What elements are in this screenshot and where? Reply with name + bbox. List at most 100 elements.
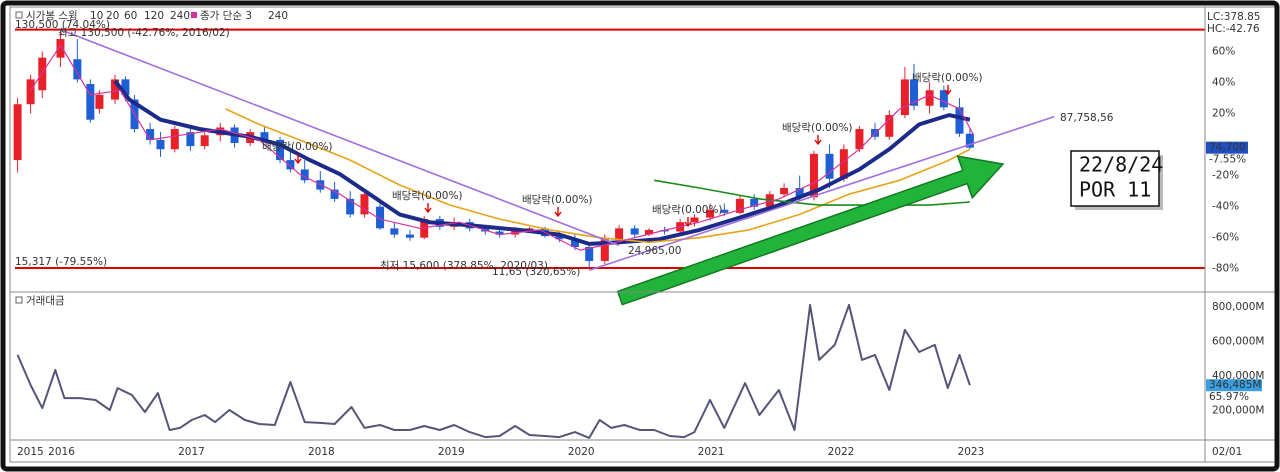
last-price-box — [1206, 141, 1248, 154]
y-tick-label: 20% — [1212, 108, 1235, 120]
annotation: 최고 130,500 (-42.76%, 2016/02) — [58, 27, 230, 39]
hc-label: HC:-42.76 — [1207, 23, 1260, 35]
candle-body — [965, 133, 974, 148]
candle-body — [156, 139, 165, 150]
moving-average — [30, 44, 975, 251]
candle-body — [839, 149, 848, 179]
candle-body — [276, 139, 285, 161]
annotation: 11,65 (320,65%) — [492, 266, 580, 278]
annotation: 15,317 (-79.55%) — [15, 256, 107, 268]
note-line: 22/8/24 — [1079, 153, 1163, 177]
candle-body — [735, 198, 744, 213]
marks-layer — [13, 28, 1205, 439]
candle-body — [405, 234, 414, 238]
candle-body — [95, 94, 104, 109]
last-volume-box — [1206, 379, 1262, 392]
dividend-label: 배당락(0.00%) — [392, 190, 463, 202]
moving-average — [654, 179, 970, 206]
legend-icon — [15, 296, 23, 304]
candle-body — [885, 115, 894, 137]
candle-body — [939, 90, 948, 108]
candle-body — [330, 189, 339, 199]
volume-line — [16, 303, 971, 439]
candle-body — [186, 132, 195, 147]
legend-icon — [15, 11, 23, 19]
candle-body — [955, 107, 964, 134]
last-volume-pct: 65.97% — [1209, 391, 1249, 403]
candle-body — [26, 79, 35, 105]
dividend-arrow — [944, 85, 952, 96]
note-line: POR 11 — [1079, 178, 1151, 202]
candle-body — [390, 228, 399, 235]
dividend-label: 배당락(0.00%) — [262, 141, 333, 153]
candle-body — [286, 160, 295, 170]
x-tick-label: 2017 — [178, 446, 205, 458]
candle-body — [121, 79, 130, 95]
candle-body — [86, 84, 95, 120]
legend-entry: 240 — [170, 10, 190, 22]
last-price-label: 74,700 — [1209, 142, 1246, 154]
legend-entry: 10 — [90, 10, 103, 22]
candle-body — [706, 209, 715, 218]
y-tick-label: 200,000M — [1212, 404, 1264, 416]
candle-body — [170, 129, 179, 150]
y-tick-label: 60% — [1212, 45, 1235, 57]
candle-body — [56, 39, 65, 58]
y-tick-label: -20% — [1212, 170, 1239, 182]
dividend-arrow — [554, 207, 562, 218]
annotation: 최저 15,600 (378.85%, 2020/03) — [380, 260, 548, 272]
candle-body — [13, 104, 22, 161]
legend-title: 시가봉 스윙 — [26, 10, 78, 22]
last-volume-label: 346,485M — [1209, 379, 1261, 391]
y-tick-label: 800,000M — [1212, 301, 1264, 313]
candle-body — [795, 188, 804, 198]
annotation: 24,965,00 — [628, 245, 681, 257]
y-tick-label: -40% — [1212, 201, 1239, 213]
dividend-label: 배당락(0.00%) — [912, 72, 983, 84]
y-tick-label: -80% — [1212, 263, 1239, 275]
legend-entry: 240 — [268, 10, 288, 22]
candle-body — [555, 236, 564, 240]
dividend-arrow — [424, 203, 432, 214]
x-tick-label: 2018 — [308, 446, 335, 458]
dividend-arrow — [814, 135, 822, 146]
candle-body — [600, 239, 609, 261]
x-tick-label: 2015 — [17, 446, 44, 458]
y-tick-label: -60% — [1212, 232, 1239, 244]
candle-body — [360, 194, 369, 215]
legend-entry: 종가 단순 3 — [200, 10, 252, 22]
candle-body — [750, 198, 759, 207]
candle-body — [780, 188, 789, 195]
annotation: 130,500 (74.04%) — [15, 19, 110, 31]
candle-body — [300, 169, 309, 181]
y-tick-label: 40% — [1212, 76, 1235, 88]
panel-title: 거래대금 — [26, 295, 65, 307]
x-tick-label: 2023 — [958, 446, 985, 458]
trend-line — [60, 28, 620, 247]
x-tick-label: 2020 — [568, 446, 595, 458]
y-tick-label: 600,000M — [1212, 335, 1264, 347]
moving-average — [113, 79, 971, 246]
candle-body — [200, 135, 209, 147]
dividend-arrow — [294, 154, 302, 165]
candle-body — [376, 206, 385, 229]
legend-entry: 60 — [124, 10, 137, 22]
dividend-arrow — [684, 217, 692, 228]
candle-body — [570, 239, 579, 247]
trend-arrow — [616, 155, 1005, 306]
candle-body — [260, 132, 269, 140]
candle-body — [720, 209, 729, 213]
candle-body — [111, 79, 120, 100]
candle-body — [73, 59, 82, 80]
y-tick-label: 400,000M — [1212, 370, 1264, 382]
candle-body — [630, 228, 639, 235]
candle-body — [855, 129, 864, 150]
x-tick-label: 2022 — [828, 446, 855, 458]
candle-body — [825, 153, 834, 179]
dividend-label: 배당락(0.00%) — [522, 194, 593, 206]
candle-body — [615, 228, 624, 240]
annotation: 87,758,56 — [1060, 112, 1114, 124]
x-end-label: 02/01 — [1212, 446, 1242, 458]
